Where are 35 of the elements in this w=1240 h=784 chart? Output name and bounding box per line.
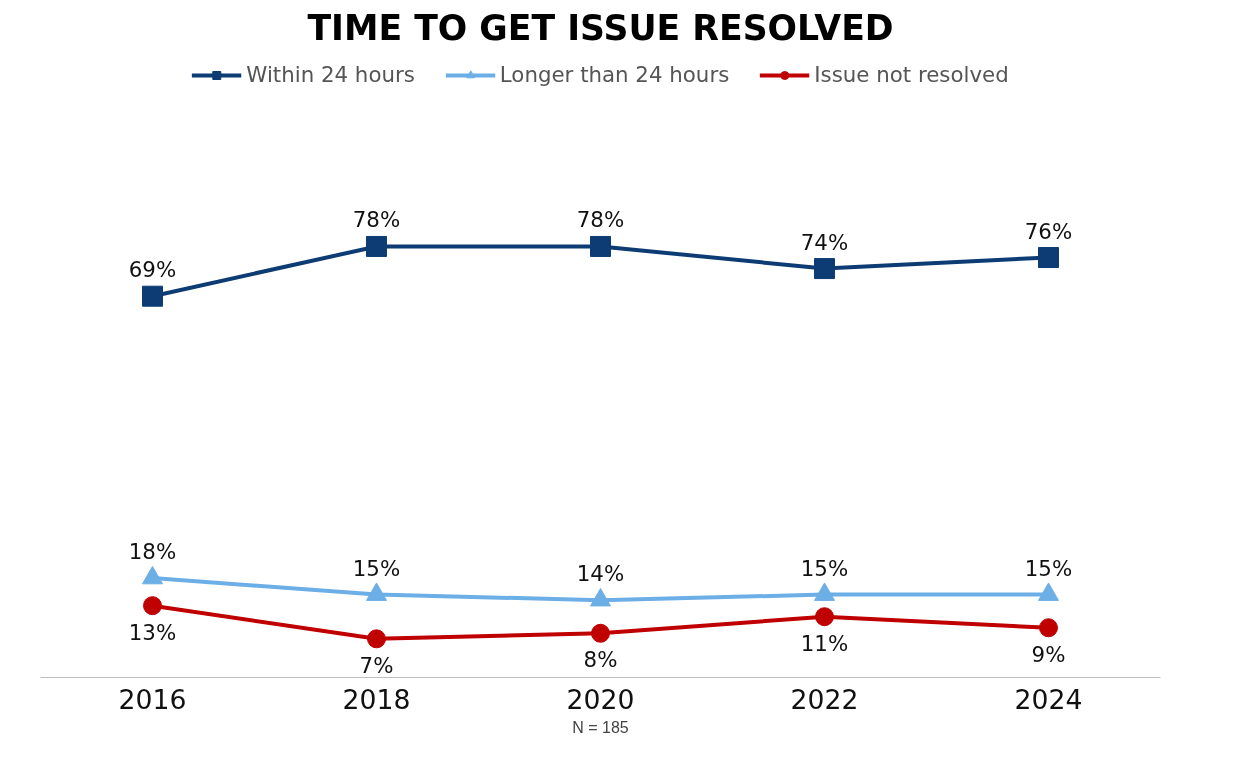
data-label: 9% [1031,641,1066,667]
data-label: 7% [359,652,394,678]
legend-label: Longer than 24 hours [499,62,730,87]
x-tick-label: 2024 [1014,683,1083,715]
point [1038,247,1059,269]
point [815,607,834,627]
data-label: 74% [800,229,849,255]
data-label: 69% [128,257,177,283]
text: N = 185 [572,718,629,736]
data-label: 15% [352,555,401,581]
x-tick-label: 2020 [566,683,635,715]
point [367,629,386,649]
data-label: 15% [800,555,849,581]
data-label: 78% [352,207,401,233]
data-label: 8% [583,647,618,673]
data-label: 14% [576,561,625,587]
point [591,623,610,643]
data-label: 78% [576,207,625,233]
data-label: 18% [128,539,177,565]
data-label: 13% [128,619,177,645]
point [366,235,387,257]
x-tick-label: 2016 [118,683,187,715]
x-tick-label: 2022 [790,683,859,715]
legend-label: Issue not resolved [814,62,1009,87]
point [814,258,835,280]
legend-label: Within 24 hours [246,62,415,87]
point [590,235,611,257]
x-tick-label: 2018 [342,683,411,715]
point [143,596,162,616]
point [142,285,163,307]
data-label: 11% [800,630,849,656]
chart-title: TIME TO GET ISSUE RESOLVED [307,7,894,48]
data-label: 15% [1024,555,1073,581]
point [1039,618,1058,638]
data-label: 76% [1024,218,1073,244]
